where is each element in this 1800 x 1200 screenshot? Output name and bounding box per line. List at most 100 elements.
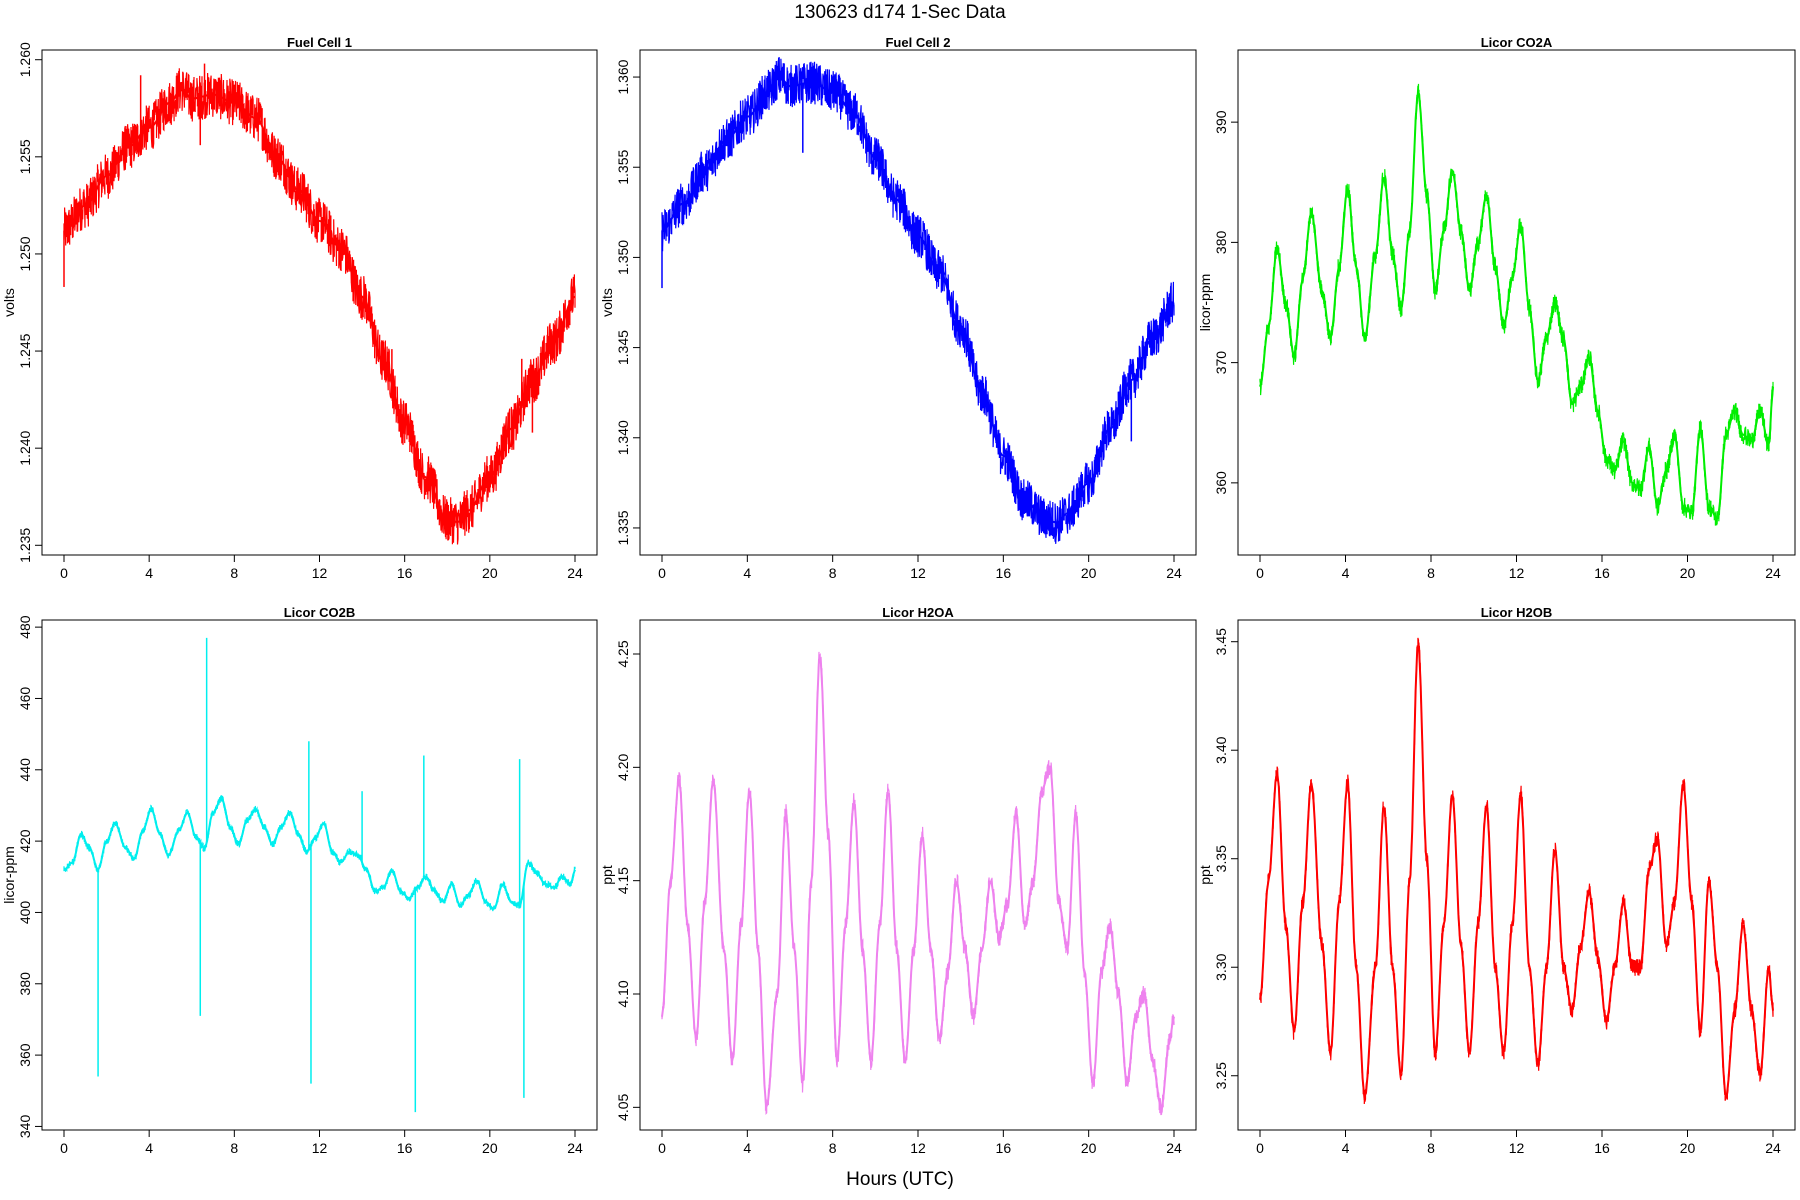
x-tick-label: 20 xyxy=(1081,1140,1097,1156)
x-tick-label: 20 xyxy=(1081,565,1097,581)
y-tick-label: 3.45 xyxy=(1213,628,1229,655)
x-tick-label: 0 xyxy=(658,565,666,581)
x-tick-label: 4 xyxy=(743,565,751,581)
series-trend xyxy=(1259,645,1774,1101)
x-tick-label: 4 xyxy=(1342,565,1350,581)
y-tick-label: 3.35 xyxy=(1213,845,1229,872)
y-tick-label: 1.260 xyxy=(17,42,33,77)
series-trend xyxy=(63,87,576,524)
y-tick-label: 4.15 xyxy=(615,867,631,894)
y-tick-label: 4.25 xyxy=(615,640,631,667)
x-tick-label: 4 xyxy=(145,1140,153,1156)
y-axis-label: ppt xyxy=(599,865,615,885)
x-tick-label: 4 xyxy=(145,565,153,581)
y-tick-label: 480 xyxy=(17,615,33,639)
y-tick-label: 3.30 xyxy=(1213,953,1229,980)
x-tick-label: 12 xyxy=(1509,565,1525,581)
x-tick-label: 4 xyxy=(1342,1140,1350,1156)
y-tick-label: 4.20 xyxy=(615,753,631,780)
x-tick-label: 20 xyxy=(482,565,498,581)
y-tick-label: 1.360 xyxy=(615,59,631,94)
y-tick-label: 460 xyxy=(17,687,33,711)
y-tick-label: 420 xyxy=(17,829,33,853)
x-tick-label: 8 xyxy=(829,1140,837,1156)
y-tick-label: 1.245 xyxy=(17,333,33,368)
y-tick-label: 1.235 xyxy=(17,528,33,563)
y-tick-label: 1.340 xyxy=(615,420,631,455)
y-tick-label: 390 xyxy=(1213,110,1229,134)
y-tick-label: 1.250 xyxy=(17,236,33,271)
panel-title: Licor H2OB xyxy=(1481,605,1553,620)
x-tick-label: 0 xyxy=(1256,565,1264,581)
plot-frame xyxy=(1237,49,1796,556)
plot-frame xyxy=(41,619,598,1131)
series-trend xyxy=(1259,93,1774,521)
y-tick-label: 380 xyxy=(17,972,33,996)
x-tick-label: 24 xyxy=(1765,1140,1781,1156)
x-tick-label: 4 xyxy=(743,1140,751,1156)
y-axis-label: volts xyxy=(599,288,615,317)
panel-title: Licor H2OA xyxy=(882,605,954,620)
x-tick-label: 12 xyxy=(1509,1140,1525,1156)
y-tick-label: 1.350 xyxy=(615,240,631,275)
panel-licor-co2a: Licor CO2A 0 4 8 12 16 20 24 360 370 380 390 licor-p… xyxy=(1197,35,1796,581)
x-tick-label: 16 xyxy=(1594,565,1610,581)
y-tick-label: 1.355 xyxy=(615,150,631,185)
x-tick-label: 20 xyxy=(482,1140,498,1156)
x-tick-label: 12 xyxy=(312,565,328,581)
x-tick-label: 12 xyxy=(910,1140,926,1156)
plot-frame xyxy=(41,49,598,556)
x-tick-label: 12 xyxy=(910,565,926,581)
x-tick-label: 24 xyxy=(567,565,583,581)
panel-title: Fuel Cell 2 xyxy=(885,35,950,50)
y-tick-label: 3.25 xyxy=(1213,1062,1229,1089)
x-tick-label: 16 xyxy=(1594,1140,1610,1156)
x-tick-label: 16 xyxy=(397,565,413,581)
x-tick-label: 0 xyxy=(1256,1140,1264,1156)
y-tick-label: 360 xyxy=(17,1043,33,1067)
y-tick-label: 1.240 xyxy=(17,430,33,465)
x-tick-label: 8 xyxy=(1427,1140,1435,1156)
y-tick-label: 400 xyxy=(17,901,33,925)
y-axis-label: volts xyxy=(1,288,17,317)
y-tick-label: 1.255 xyxy=(17,139,33,174)
y-tick-label: 1.335 xyxy=(615,510,631,545)
x-tick-label: 16 xyxy=(996,565,1012,581)
x-tick-label: 24 xyxy=(567,1140,583,1156)
panel-fuel-cell-1: Fuel Cell 1 0 4 8 12 16 20 24 1.235 1.240 1.245 1.2… xyxy=(1,35,598,581)
panel-title: Licor CO2A xyxy=(1481,35,1553,50)
x-tick-label: 24 xyxy=(1765,565,1781,581)
y-axis-label: licor-ppm xyxy=(1197,274,1213,332)
x-tick-label: 0 xyxy=(60,565,68,581)
y-tick-label: 1.345 xyxy=(615,330,631,365)
x-tick-label: 16 xyxy=(397,1140,413,1156)
panel-licor-h2ob: Licor H2OB 0 4 8 12 16 20 24 3.25 3.30 3.35 3.40 3.4… xyxy=(1197,605,1796,1156)
y-tick-label: 4.05 xyxy=(615,1093,631,1120)
x-tick-label: 0 xyxy=(60,1140,68,1156)
series-trend xyxy=(63,797,576,910)
x-tick-label: 24 xyxy=(1166,565,1182,581)
y-tick-label: 380 xyxy=(1213,230,1229,254)
x-tick-label: 20 xyxy=(1680,565,1696,581)
panel-title: Licor CO2B xyxy=(284,605,356,620)
y-tick-label: 360 xyxy=(1213,471,1229,495)
x-tick-label: 20 xyxy=(1680,1140,1696,1156)
x-tick-label: 16 xyxy=(996,1140,1012,1156)
series-line xyxy=(63,68,576,545)
x-tick-label: 8 xyxy=(1427,565,1435,581)
y-tick-label: 370 xyxy=(1213,351,1229,375)
y-tick-label: 440 xyxy=(17,758,33,782)
series-trend xyxy=(661,76,1175,524)
x-tick-label: 24 xyxy=(1166,1140,1182,1156)
y-axis-label: ppt xyxy=(1197,865,1213,885)
panel-licor-h2oa: Licor H2OA 0 4 8 12 16 20 24 4.05 4.10 4.15 4.20 4.2… xyxy=(599,605,1197,1156)
figure-title: 130623 d174 1-Sec Data xyxy=(794,2,1006,23)
panel-fuel-cell-2: Fuel Cell 2 0 4 8 12 16 20 24 1.335 1.340 1.345 1.3… xyxy=(599,35,1197,581)
panel-licor-co2b: Licor CO2B 0 4 8 12 16 20 24 340 360 380 400 420 440 4… xyxy=(1,605,598,1156)
y-tick-label: 340 xyxy=(17,1115,33,1139)
figure-x-axis-label: Hours (UTC) xyxy=(846,1169,954,1190)
x-tick-label: 0 xyxy=(658,1140,666,1156)
x-tick-label: 8 xyxy=(230,1140,238,1156)
